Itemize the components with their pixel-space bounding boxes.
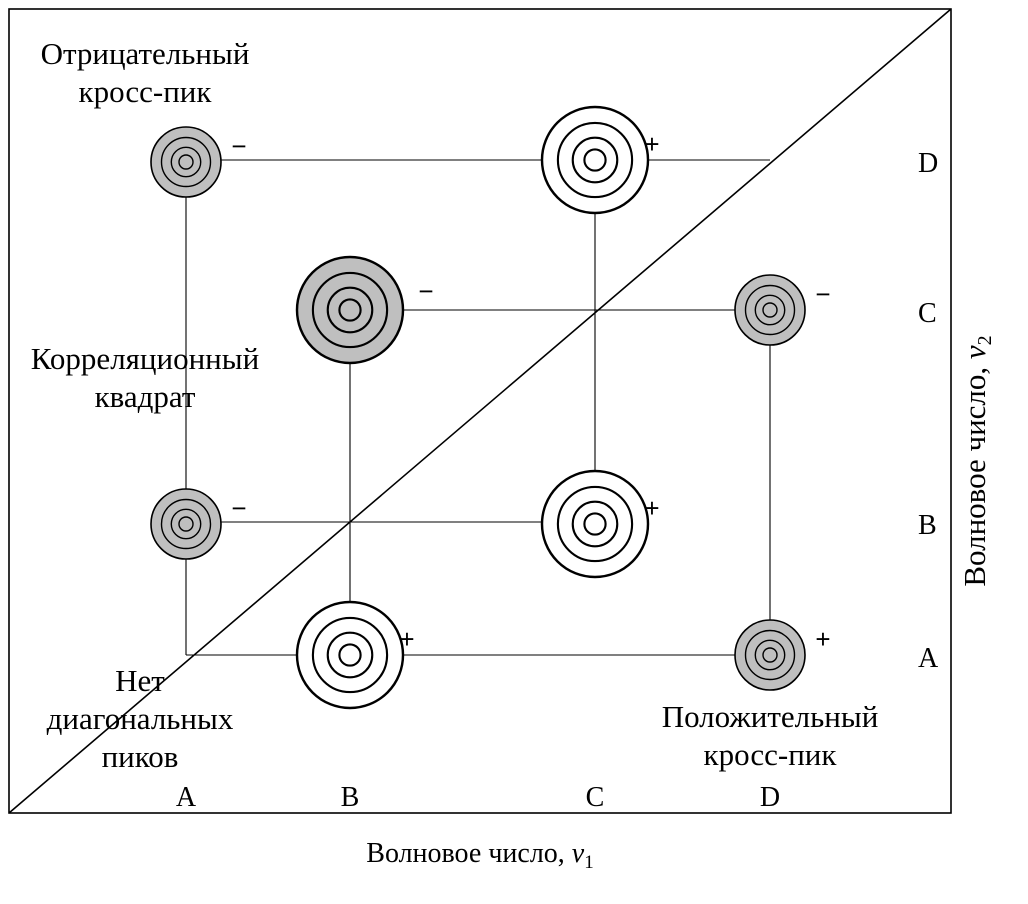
svg-text:−: − (815, 279, 830, 309)
svg-text:A: A (176, 782, 197, 813)
svg-text:A: A (918, 643, 939, 674)
svg-text:D: D (760, 782, 780, 813)
svg-text:Волновое число, v1: Волновое число, v1 (366, 838, 593, 873)
svg-text:Волновое число, v2: Волновое число, v2 (957, 335, 996, 586)
svg-text:+: + (399, 624, 414, 654)
svg-text:−: − (231, 131, 246, 161)
svg-text:B: B (341, 782, 360, 813)
svg-text:−: − (418, 276, 433, 306)
svg-text:+: + (644, 129, 659, 159)
svg-text:C: C (586, 782, 605, 813)
svg-text:C: C (918, 298, 937, 329)
svg-text:+: + (815, 624, 830, 654)
svg-text:−: − (231, 493, 246, 523)
svg-text:B: B (918, 510, 937, 541)
svg-text:D: D (918, 148, 938, 179)
svg-text:+: + (644, 493, 659, 523)
